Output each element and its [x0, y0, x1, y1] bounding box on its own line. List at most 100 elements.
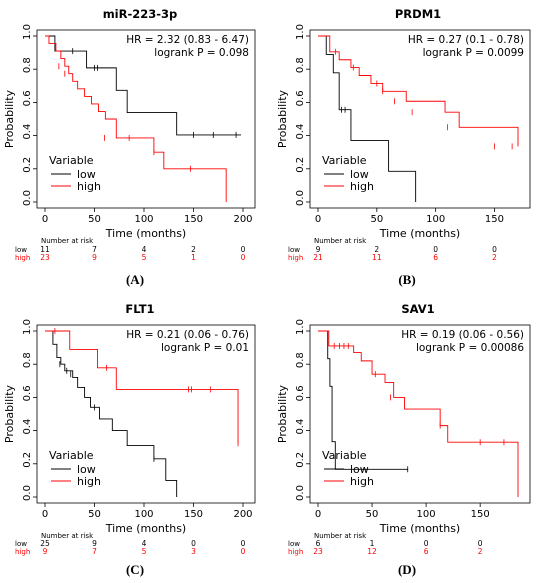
p0-risk-count: 0: [241, 245, 246, 254]
p2-legend-label-high: high: [77, 475, 101, 488]
p3-plot-frame: [309, 324, 531, 504]
p1-y-tick-label: 0.8: [295, 57, 306, 73]
panel-a-caption: (A): [125, 272, 145, 287]
p2-y-tick-label: 0.6: [22, 385, 33, 401]
p0-series-high: [45, 35, 227, 202]
p1-risk-count: 2: [492, 253, 497, 262]
p3-y-tick-label: 0.4: [295, 419, 306, 435]
p1-x-tick-label: 50: [370, 214, 383, 225]
p3-legend-title: Variable: [322, 449, 367, 462]
p1-risk-row-label-low: low: [288, 246, 300, 254]
p0-legend-title: Variable: [49, 154, 94, 167]
p1-x-tick-label: 100: [426, 214, 445, 225]
p2-risk-count: 9: [92, 539, 97, 548]
p1-risk-count: 6: [433, 253, 438, 262]
p3-risk-row-label-high: high: [288, 548, 303, 556]
p3-risk-count: 0: [424, 539, 429, 548]
p3-y-tick-label: 0.6: [295, 385, 306, 401]
p0-legend-label-high: high: [77, 180, 101, 193]
p3-x-axis-label: Time (months): [379, 522, 460, 535]
p0-y-tick-label: 0.6: [22, 90, 33, 106]
p1-legend-label-high: high: [350, 180, 374, 193]
p3-x-tick-label: 150: [471, 509, 490, 520]
p2-risk-count: 25: [40, 539, 50, 548]
p0-risk-count: 5: [142, 253, 147, 262]
p3-y-tick-label: 0.8: [295, 352, 306, 368]
p0-risk-table-title: Number at risk: [41, 237, 94, 245]
p3-risk-count: 6: [424, 547, 429, 556]
p1-x-tick-label: 0: [315, 214, 321, 225]
p0-x-axis-label: Time (months): [105, 227, 186, 240]
p0-x-tick-label: 50: [88, 214, 101, 225]
p0-y-tick-label: 0.4: [22, 124, 33, 140]
p3-x-tick-label: 0: [315, 509, 321, 520]
p3-risk-count: 6: [316, 539, 321, 548]
p0-risk-row-label-low: low: [15, 246, 27, 254]
p1-legend-title: Variable: [322, 154, 367, 167]
p2-x-tick-label: 0: [42, 509, 48, 520]
p2-legend-title: Variable: [49, 449, 94, 462]
p3-series-high: [318, 330, 519, 497]
p2-risk-count: 3: [191, 547, 196, 556]
p0-risk-count: 2: [191, 245, 196, 254]
p2-series-low: [45, 330, 178, 497]
p1-annotation: HR = 0.27 (0.1 - 0.78): [408, 34, 524, 46]
p2-x-tick-label: 100: [134, 509, 153, 520]
p1-risk-table-title: Number at risk: [314, 237, 367, 245]
p0-y-tick-label: 1.0: [22, 24, 33, 40]
p2-y-tick-label: 1.0: [22, 319, 33, 335]
p1-y-tick-label: 0.6: [295, 90, 306, 106]
p1-y-tick-label: 0.4: [295, 124, 306, 140]
p2-x-tick-label: 200: [233, 509, 252, 520]
p3-risk-count: 2: [478, 547, 483, 556]
p0-y-axis-label: Probability: [3, 89, 16, 148]
p0-risk-row-label-high: high: [15, 254, 30, 262]
panel-d-caption: (D): [397, 562, 417, 577]
p3-y-tick-label: 0.2: [295, 452, 306, 468]
p2-risk-table-title: Number at risk: [41, 532, 94, 540]
p1-risk-count: 2: [374, 245, 379, 254]
p3-legend-label-low: low: [350, 463, 369, 476]
p2-series-high: [45, 330, 239, 444]
p0-y-tick-label: 0.0: [22, 190, 33, 206]
p1-y-tick-label: 1.0: [295, 24, 306, 40]
p1-risk-count: 21: [313, 253, 323, 262]
p1-legend-label-low: low: [350, 168, 369, 181]
p0-annotation: logrank P = 0.098: [154, 47, 249, 59]
p2-risk-count: 0: [241, 547, 246, 556]
p0-x-tick-label: 200: [233, 214, 252, 225]
p2-risk-count: 4: [142, 539, 147, 548]
p0-series-low: [45, 35, 242, 136]
p1-risk-count: 9: [316, 245, 321, 254]
p0-x-tick-label: 150: [184, 214, 203, 225]
p1-chart-title: PRDM1: [395, 7, 441, 21]
p3-risk-count: 12: [367, 547, 377, 556]
p2-annotation: HR = 0.21 (0.06 - 0.76): [126, 329, 249, 341]
p2-y-axis-label: Probability: [3, 384, 16, 443]
p3-risk-row-label-low: low: [288, 540, 300, 548]
p1-risk-count: 11: [372, 253, 382, 262]
p3-risk-count: 1: [370, 539, 375, 548]
p0-y-tick-label: 0.8: [22, 57, 33, 73]
p3-series-low: [318, 330, 408, 470]
p3-legend-label-high: high: [350, 475, 374, 488]
p1-risk-row-label-high: high: [288, 254, 303, 262]
p3-chart-title: SAV1: [401, 302, 434, 316]
p3-annotation: HR = 0.19 (0.06 - 0.56): [401, 329, 524, 341]
p0-x-tick-label: 0: [42, 214, 48, 225]
p1-y-tick-label: 0.0: [295, 190, 306, 206]
p2-y-tick-label: 0.0: [22, 485, 33, 501]
p2-risk-count: 5: [142, 547, 147, 556]
p0-y-tick-label: 0.2: [22, 157, 33, 173]
p2-risk-count: 0: [191, 539, 196, 548]
p2-y-tick-label: 0.2: [22, 452, 33, 468]
p0-annotation: HR = 2.32 (0.83 - 6.47): [126, 34, 249, 46]
p3-y-axis-label: Probability: [276, 384, 289, 443]
p2-plot-frame: [36, 324, 256, 504]
p1-series-low: [318, 35, 417, 202]
p2-chart-title: FLT1: [125, 302, 154, 316]
p2-annotation: logrank P = 0.01: [161, 342, 249, 354]
p1-y-tick-label: 0.2: [295, 157, 306, 173]
p1-y-axis-label: Probability: [276, 89, 289, 148]
